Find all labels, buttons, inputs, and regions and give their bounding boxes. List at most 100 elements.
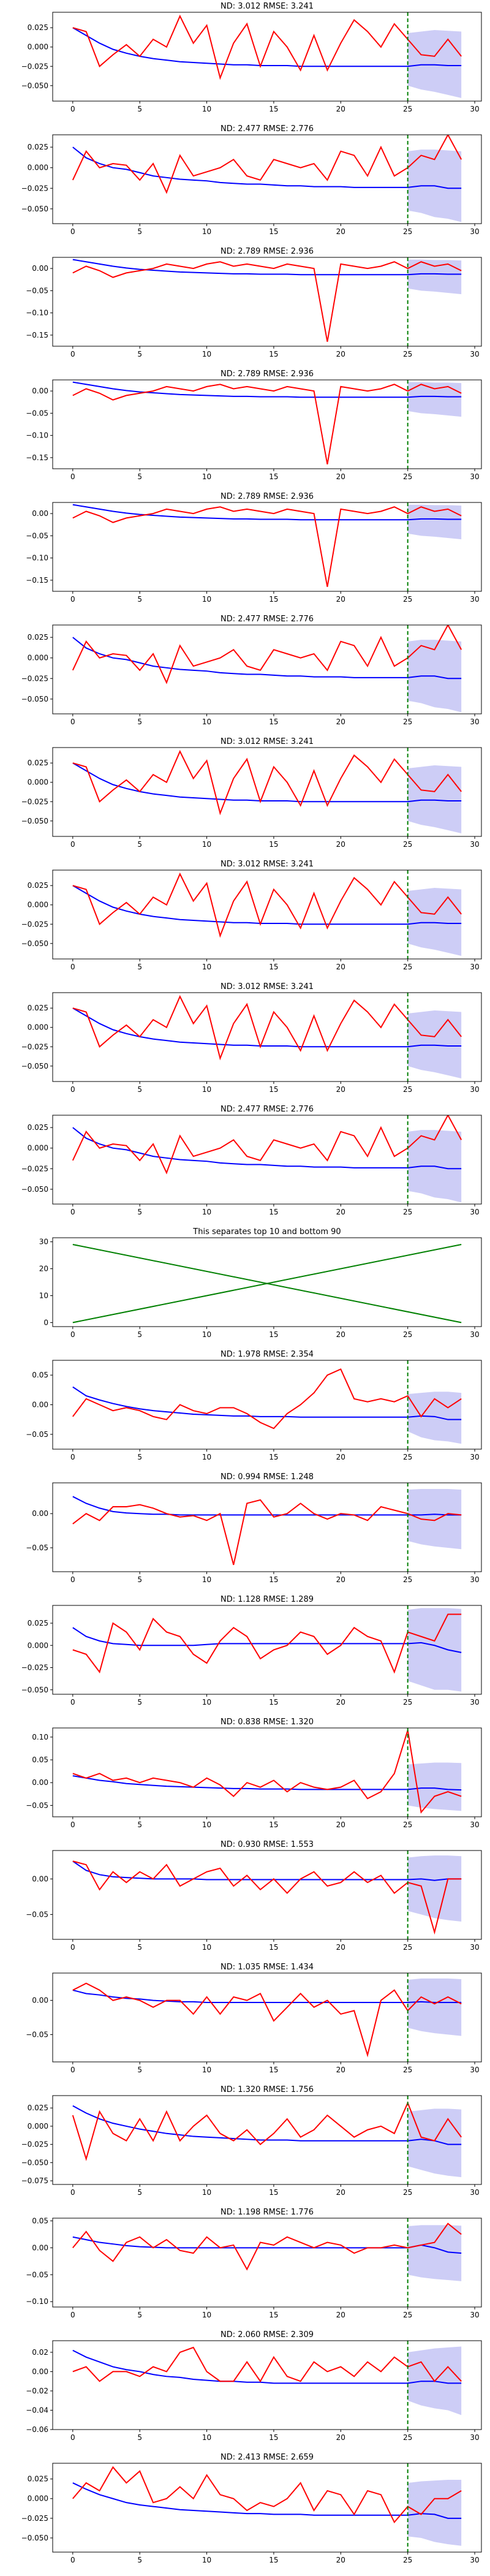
x-tick-label: 15	[269, 963, 278, 971]
panel-13: ND: 0.994 RMSE: 1.248 0 5 10 15 20 25 30 0.00 −0.…	[26, 1472, 482, 1584]
x-tick-label: 0	[70, 2188, 75, 2197]
x-tick-label: 30	[470, 840, 479, 849]
y-tick-label: 0.025	[28, 759, 48, 767]
x-tick-label: 20	[336, 2188, 345, 2197]
y-tick-label: 20	[39, 1265, 48, 1273]
panel-title: ND: 3.012 RMSE: 3.241	[221, 982, 314, 991]
axes-frame	[52, 502, 482, 592]
plot-area	[72, 1973, 462, 2062]
panel-title: ND: 0.930 RMSE: 1.553	[221, 1840, 314, 1849]
y-tick-label: −0.05	[26, 531, 48, 540]
x-tick-label: 0	[70, 227, 75, 236]
x-tick-label: 0	[70, 2066, 75, 2074]
axes-frame	[52, 1727, 482, 1817]
y-tick-label: −0.05	[26, 1910, 48, 1919]
x-tick-label: 15	[269, 2188, 278, 2197]
y-tick-label: −0.05	[26, 286, 48, 295]
x-tick-label: 20	[336, 1698, 345, 1707]
x-tick-label: 15	[269, 472, 278, 481]
panel-title: ND: 2.477 RMSE: 2.776	[221, 1105, 314, 1114]
axes-frame	[52, 2095, 482, 2185]
x-tick-label: 15	[269, 1330, 278, 1339]
separator-line-2	[72, 1244, 462, 1324]
panel-10: ND: 2.477 RMSE: 2.776 0 5 10 15 20 25 30 0.025 0.…	[21, 1105, 482, 1216]
y-tick-label: −0.05	[26, 1801, 48, 1809]
y-tick-label: 0.00	[32, 1401, 48, 1409]
x-tick-label: 0	[70, 1943, 75, 1952]
axes-frame	[52, 1115, 482, 1205]
panel-title: ND: 3.012 RMSE: 3.241	[221, 860, 314, 869]
actual-line	[72, 625, 462, 684]
x-tick-label: 10	[202, 1208, 211, 1216]
plot-area	[72, 870, 462, 959]
y-tick-label: −0.025	[21, 2140, 48, 2149]
axes-frame	[52, 869, 482, 960]
x-tick-label: 10	[202, 227, 211, 236]
forecast-band	[407, 30, 462, 98]
actual-line	[72, 2101, 462, 2161]
x-tick-label: 30	[470, 350, 479, 358]
panel-7: ND: 3.012 RMSE: 3.241 0 5 10 15 20 25 30 0.025 0.…	[21, 737, 482, 849]
x-tick-label: 25	[403, 350, 412, 358]
x-tick-label: 5	[137, 1208, 142, 1216]
panel-4: ND: 2.789 RMSE: 2.936 0 5 10 15 20 25 30 0.00 −0.…	[26, 369, 482, 481]
y-tick-label: −0.025	[21, 797, 48, 806]
x-tick-label: 0	[70, 1575, 75, 1584]
y-tick-label: 0.000	[28, 2122, 48, 2131]
plot-area	[72, 1115, 462, 1204]
y-tick-label: −0.050	[21, 2158, 48, 2167]
forecast-band	[407, 382, 462, 417]
x-tick-label: 5	[137, 350, 142, 358]
panel-title: ND: 0.994 RMSE: 1.248	[221, 1472, 314, 1482]
plot-area	[72, 1244, 462, 1324]
x-tick-label: 20	[336, 1820, 345, 1829]
x-tick-label: 25	[403, 1698, 412, 1707]
x-tick-label: 30	[470, 227, 479, 236]
x-tick-label: 25	[403, 1943, 412, 1952]
x-tick-label: 0	[70, 963, 75, 971]
panel-18: ND: 1.320 RMSE: 1.756 0 5 10 15 20 25 30 0.025 0.…	[21, 2085, 482, 2197]
forecast-line	[72, 2105, 462, 2145]
plot-area	[72, 1360, 462, 1449]
x-tick-label: 5	[137, 2188, 142, 2197]
actual-line	[72, 1368, 462, 1430]
forecast-band	[407, 2225, 462, 2281]
y-tick-label: −0.025	[21, 2514, 48, 2523]
panel-title: ND: 1.320 RMSE: 1.756	[221, 2085, 314, 2094]
x-tick-label: 20	[336, 1085, 345, 1094]
forecast-line	[72, 1127, 462, 1170]
axes-frame	[52, 1972, 482, 2063]
axes-frame	[52, 992, 482, 1082]
y-tick-label: −0.025	[21, 920, 48, 928]
actual-line	[72, 1730, 462, 1814]
y-tick-label: −0.04	[26, 2406, 48, 2414]
x-tick-label: 0	[70, 595, 75, 604]
y-tick-label: 0.000	[28, 778, 48, 787]
plot-area	[72, 1851, 462, 1939]
forecast-line	[72, 381, 462, 398]
forecast-line	[72, 27, 462, 67]
x-tick-label: 30	[470, 1820, 479, 1829]
x-tick-label: 15	[269, 1943, 278, 1952]
actual-line	[72, 994, 462, 1061]
plot-area	[72, 2341, 462, 2430]
plot-area	[72, 993, 462, 1082]
x-tick-label: 5	[137, 472, 142, 481]
x-tick-label: 25	[403, 2556, 412, 2564]
panel-9: ND: 3.012 RMSE: 3.241 0 5 10 15 20 25 30 0.025 0.…	[21, 982, 482, 1094]
panel-title: ND: 2.060 RMSE: 2.309	[221, 2330, 314, 2339]
y-tick-label: −0.050	[21, 81, 48, 90]
plot-area	[72, 502, 462, 591]
axes-frame	[52, 379, 482, 469]
forecast-band	[407, 259, 462, 295]
x-tick-label: 5	[137, 2556, 142, 2564]
y-tick-label: 0.00	[32, 1778, 48, 1787]
panel-3: ND: 2.789 RMSE: 2.936 0 5 10 15 20 25 30 0.00 −0.…	[26, 247, 482, 358]
x-tick-label: 20	[336, 227, 345, 236]
x-tick-label: 10	[202, 350, 211, 358]
x-tick-label: 30	[470, 2433, 479, 2442]
axes-frame	[52, 1850, 482, 1940]
y-tick-label: 0.00	[32, 264, 48, 273]
y-tick-label: 0.025	[28, 881, 48, 890]
x-tick-label: 5	[137, 1698, 142, 1707]
